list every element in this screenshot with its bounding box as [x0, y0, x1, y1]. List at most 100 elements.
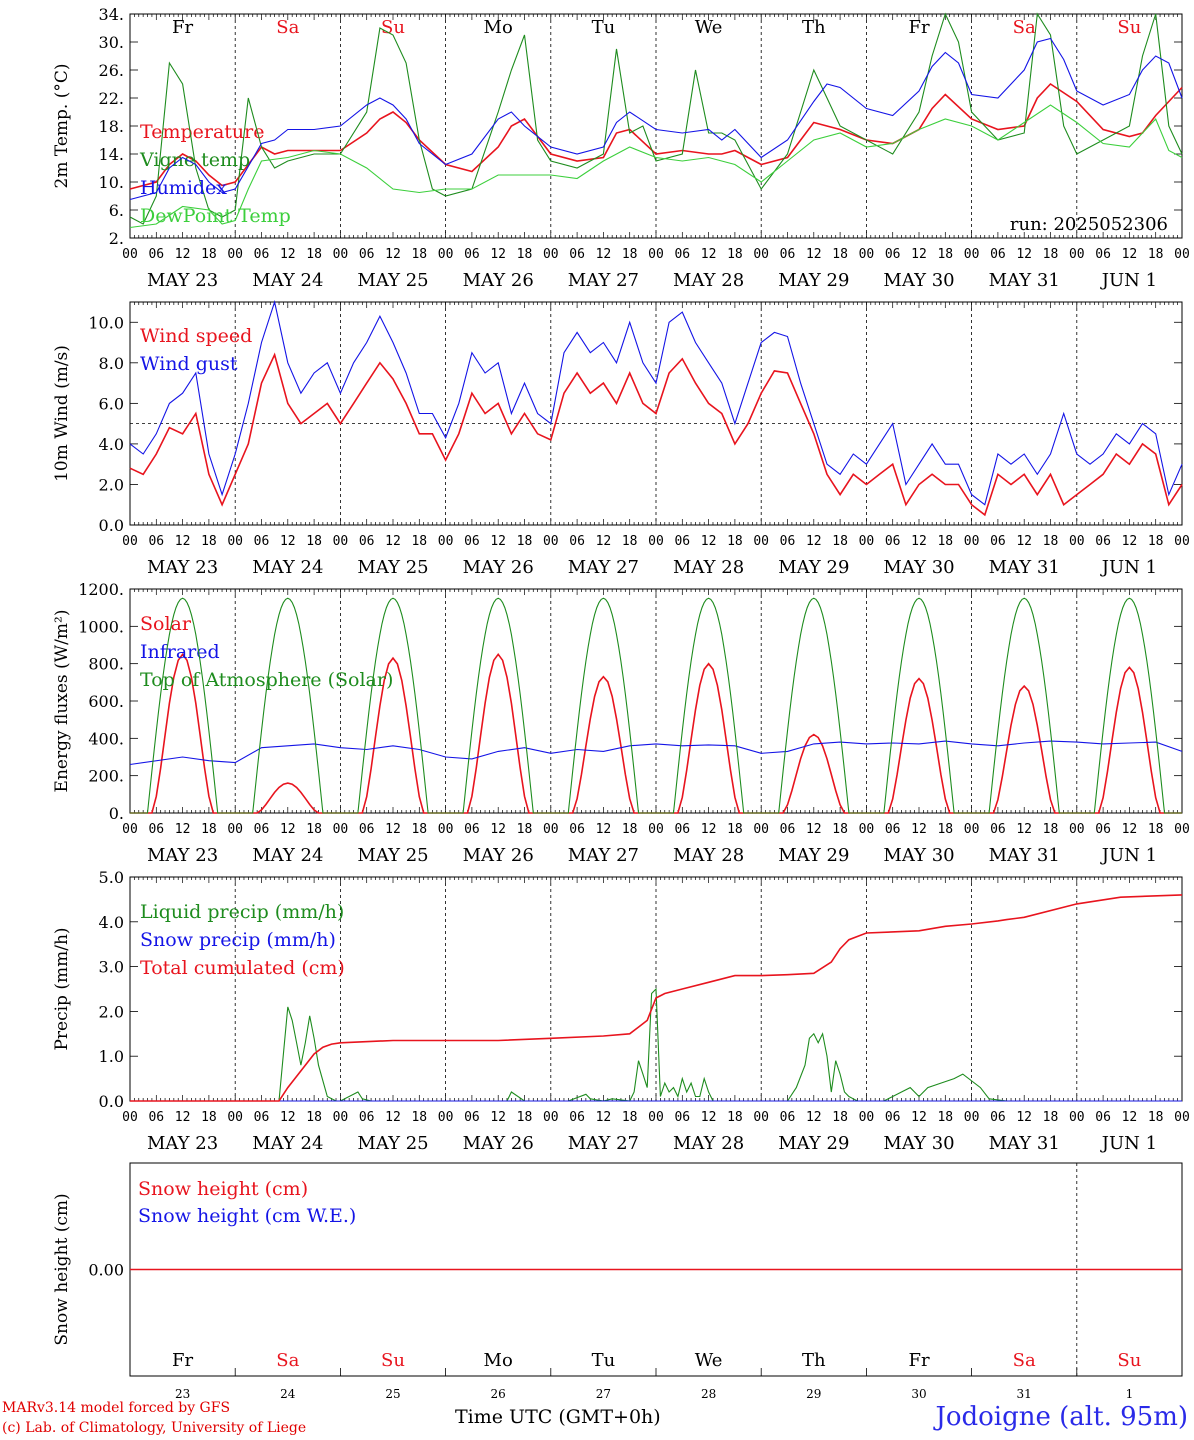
hour-tick-label: 12	[806, 534, 822, 549]
hour-tick-label: 18	[832, 822, 848, 837]
day-number-label: 28	[701, 1387, 716, 1400]
hour-tick-label: 00	[122, 247, 138, 262]
date-label: JUN 1	[1100, 845, 1157, 866]
hour-tick-label: 06	[254, 822, 270, 837]
hour-tick-label: 06	[1095, 247, 1111, 262]
legend-entry: Humidex	[140, 177, 227, 199]
hour-tick-label: 06	[885, 822, 901, 837]
credit-model: MARv3.14 model forced by GFS	[2, 1400, 231, 1416]
hour-tick-label: 00	[122, 534, 138, 549]
legend-entry: Snow precip (mm/h)	[140, 929, 336, 951]
hour-tick-label: 12	[701, 534, 717, 549]
hour-tick-label: 06	[148, 1110, 164, 1125]
hour-tick-label: 06	[885, 247, 901, 262]
hour-tick-label: 06	[780, 1110, 796, 1125]
hour-tick-label: 18	[832, 534, 848, 549]
hour-tick-label: 00	[1174, 534, 1190, 549]
hour-tick-label: 18	[622, 534, 638, 549]
hour-tick-label: 18	[937, 247, 953, 262]
date-label: MAY 25	[357, 557, 428, 578]
series-line-red	[129, 352, 1183, 517]
hour-tick-label: 12	[385, 247, 401, 262]
hour-tick-label: 00	[859, 247, 875, 262]
y-tick-label: 10.0	[88, 313, 124, 332]
hour-tick-label: 12	[280, 247, 296, 262]
hour-tick-label: 06	[359, 247, 375, 262]
hour-tick-label: 00	[1174, 247, 1190, 262]
y-axis-title: Energy fluxes (W/m²)	[52, 610, 72, 793]
hour-tick-label: 00	[333, 534, 349, 549]
y-axis-title: Precip (mm/h)	[52, 927, 72, 1050]
y-tick-label: 1.0	[99, 1047, 124, 1066]
y-tick-label: 400.	[88, 729, 124, 748]
hour-tick-label: 18	[937, 1110, 953, 1125]
hour-tick-label: 00	[648, 1110, 664, 1125]
date-label: MAY 25	[357, 270, 428, 291]
hour-tick-label: 06	[990, 534, 1006, 549]
panel-frame-flux	[129, 588, 1183, 814]
y-tick-label: 800.	[88, 655, 124, 674]
weekday-label: We	[695, 17, 723, 38]
hour-tick-label: 06	[885, 1110, 901, 1125]
weekday-label: Sa	[1013, 17, 1036, 38]
weekday-label: Sa	[1013, 1350, 1036, 1371]
hour-tick-label: 06	[990, 822, 1006, 837]
hour-tick-label: 00	[964, 534, 980, 549]
y-tick-label: 1200.	[78, 580, 124, 599]
y-axis-title: 2m Temp. (°C)	[52, 63, 72, 188]
hour-tick-label: 06	[148, 534, 164, 549]
hour-tick-label: 18	[1043, 534, 1059, 549]
hour-tick-label: 12	[385, 1110, 401, 1125]
hour-tick-label: 18	[306, 534, 322, 549]
legend-entry: Vigne temp	[139, 149, 250, 171]
hour-tick-label: 00	[333, 822, 349, 837]
y-tick-label: 6.0	[99, 394, 124, 413]
date-label: MAY 26	[463, 557, 534, 578]
hour-tick-label: 06	[569, 822, 585, 837]
weekday-label: Th	[802, 1350, 826, 1371]
series-line-red	[129, 82, 1183, 190]
date-label: MAY 31	[989, 270, 1060, 291]
weekday-label: Su	[381, 17, 405, 38]
date-label: JUN 1	[1100, 270, 1157, 291]
y-tick-label: 3.0	[99, 958, 124, 977]
y-tick-label: 2.0	[99, 1002, 124, 1021]
hour-tick-label: 00	[964, 1110, 980, 1125]
hour-tick-label: 18	[832, 1110, 848, 1125]
series-line-green	[130, 987, 1182, 1102]
hour-tick-label: 18	[1148, 822, 1164, 837]
day-number-label: 29	[806, 1387, 821, 1400]
meteogram-figure: 2.6.10.14.18.22.26.30.34.2m Temp. (°C)00…	[52, 5, 1190, 1400]
series-line-green	[129, 12, 1183, 225]
hour-tick-label: 06	[569, 247, 585, 262]
hour-tick-label: 00	[753, 1110, 769, 1125]
hour-tick-label: 12	[911, 247, 927, 262]
day-number-label: 27	[596, 1387, 611, 1400]
legend-entry: DewPoint Temp	[140, 205, 291, 227]
hour-tick-label: 12	[596, 822, 612, 837]
hour-tick-label: 06	[1095, 534, 1111, 549]
hour-tick-label: 18	[306, 247, 322, 262]
hour-tick-label: 00	[1174, 1110, 1190, 1125]
hour-tick-label: 06	[464, 534, 480, 549]
weekday-label: Fr	[172, 17, 193, 38]
series-line-blue	[129, 37, 1183, 201]
legend-entry: Liquid precip (mm/h)	[140, 901, 344, 923]
date-label: MAY 27	[568, 557, 639, 578]
hour-tick-label: 12	[1016, 822, 1032, 837]
weekday-label: Su	[1117, 1350, 1141, 1371]
hour-tick-label: 00	[122, 1110, 138, 1125]
hour-tick-label: 00	[438, 247, 454, 262]
weekday-label: Fr	[172, 1350, 193, 1371]
hour-tick-label: 06	[990, 247, 1006, 262]
legend-entry: Wind gust	[140, 353, 238, 375]
legend-entry: Temperature	[140, 121, 264, 143]
hour-tick-label: 00	[859, 534, 875, 549]
hour-tick-label: 06	[359, 534, 375, 549]
hour-tick-label: 18	[832, 247, 848, 262]
hour-tick-label: 00	[333, 247, 349, 262]
day-number-label: 30	[911, 1387, 926, 1400]
hour-tick-label: 00	[227, 534, 243, 549]
hour-tick-label: 12	[385, 534, 401, 549]
hour-tick-label: 06	[674, 1110, 690, 1125]
